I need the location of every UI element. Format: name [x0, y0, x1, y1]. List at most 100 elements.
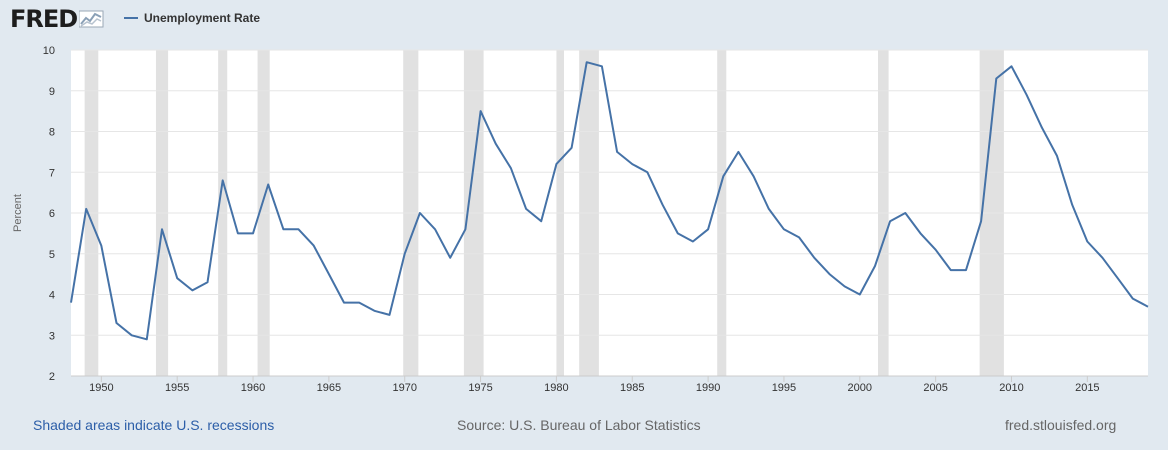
- data-point-2008: [980, 220, 982, 222]
- data-point-1972: [434, 228, 436, 230]
- data-point-1954: [161, 228, 163, 230]
- site-link[interactable]: fred.stlouisfed.org: [1005, 417, 1117, 433]
- data-point-2013: [1056, 155, 1058, 157]
- series-line: [70, 61, 1149, 341]
- recessions-note-link[interactable]: Shaded areas indicate U.S. recessions: [33, 417, 275, 433]
- x-tick-label-2015: 2015: [1075, 382, 1099, 394]
- data-point-1958: [222, 179, 224, 181]
- y-tick-label-4: 4: [49, 290, 55, 302]
- series-unemployment-rate: [70, 61, 1149, 341]
- data-point-2000: [859, 294, 861, 296]
- data-point-1995: [783, 228, 785, 230]
- data-point-1952: [131, 334, 133, 336]
- fred-logo[interactable]: FRED: [10, 6, 105, 32]
- data-point-1959: [237, 232, 239, 234]
- data-point-1967: [358, 302, 360, 304]
- data-point-1960: [252, 232, 254, 234]
- x-tick-label-1980: 1980: [544, 382, 568, 394]
- x-tick-label-1970: 1970: [392, 382, 416, 394]
- data-point-1973: [449, 257, 451, 259]
- x-tick-label-2010: 2010: [999, 382, 1023, 394]
- data-point-1997: [813, 257, 815, 259]
- chart-header: FRED Unemployment Rate: [0, 0, 1168, 40]
- data-point-2014: [1071, 204, 1073, 206]
- fred-chart-icon: [79, 10, 104, 28]
- data-point-2019: [1147, 306, 1149, 308]
- data-point-1998: [828, 273, 830, 275]
- data-point-1957: [207, 281, 209, 283]
- legend[interactable]: Unemployment Rate: [124, 11, 260, 25]
- data-point-1976: [495, 143, 497, 145]
- data-point-1994: [768, 208, 770, 210]
- data-point-1963: [298, 228, 300, 230]
- y-tick-label-8: 8: [49, 127, 55, 139]
- data-point-1987: [662, 204, 664, 206]
- x-tick-label-2005: 2005: [923, 382, 947, 394]
- data-point-1956: [191, 289, 193, 291]
- legend-swatch: [124, 17, 138, 19]
- x-tick-label-1975: 1975: [468, 382, 492, 394]
- data-point-2017: [1117, 277, 1119, 279]
- data-point-2011: [1026, 94, 1028, 96]
- data-point-1948: [70, 302, 72, 304]
- y-tick-label-6: 6: [49, 208, 55, 220]
- y-tick-label-3: 3: [49, 330, 55, 342]
- y-axis-ticks: 2 3 4 5 6 7 8 9 10: [43, 45, 55, 383]
- data-point-2006: [950, 269, 952, 271]
- data-point-1951: [116, 322, 118, 324]
- data-point-1955: [176, 277, 178, 279]
- data-point-1981: [571, 147, 573, 149]
- y-tick-label-2: 2: [49, 371, 55, 383]
- x-tick-label-1955: 1955: [165, 382, 189, 394]
- y-axis-label: Percent: [12, 194, 24, 232]
- source-text: Source: U.S. Bureau of Labor Statistics: [457, 417, 701, 433]
- x-tick-label-1995: 1995: [772, 382, 796, 394]
- data-point-2007: [965, 269, 967, 271]
- data-point-1968: [373, 310, 375, 312]
- y-tick-label-5: 5: [49, 249, 55, 261]
- data-point-2009: [995, 78, 997, 80]
- data-point-1984: [616, 151, 618, 153]
- data-point-1982: [586, 61, 588, 63]
- data-point-1999: [844, 285, 846, 287]
- data-point-1990: [707, 228, 709, 230]
- data-point-1991: [722, 175, 724, 177]
- data-point-2002: [889, 220, 891, 222]
- data-point-1989: [692, 241, 694, 243]
- data-point-2001: [874, 265, 876, 267]
- x-tick-label-1985: 1985: [620, 382, 644, 394]
- data-point-1983: [601, 65, 603, 67]
- x-tick-label-2000: 2000: [848, 382, 872, 394]
- data-point-2005: [935, 249, 937, 251]
- data-point-1993: [753, 175, 755, 177]
- data-point-1996: [798, 236, 800, 238]
- data-point-1985: [631, 163, 633, 165]
- data-point-1980: [555, 163, 557, 165]
- data-point-1992: [737, 151, 739, 153]
- data-point-2018: [1132, 298, 1134, 300]
- data-point-1970: [404, 253, 406, 255]
- data-point-2015: [1086, 241, 1088, 243]
- x-tick-label-1960: 1960: [241, 382, 265, 394]
- data-point-1962: [282, 228, 284, 230]
- data-point-1966: [343, 302, 345, 304]
- data-point-2010: [1010, 65, 1012, 67]
- data-point-1965: [328, 273, 330, 275]
- data-point-1969: [389, 314, 391, 316]
- data-point-1975: [480, 110, 482, 112]
- data-point-1949: [85, 208, 87, 210]
- y-tick-label-9: 9: [49, 86, 55, 98]
- x-tick-label-1990: 1990: [696, 382, 720, 394]
- data-point-1950: [100, 245, 102, 247]
- x-tick-label-1950: 1950: [89, 382, 113, 394]
- data-point-1977: [510, 167, 512, 169]
- data-point-1953: [146, 338, 148, 340]
- data-point-1964: [313, 245, 315, 247]
- x-tick-label-1965: 1965: [317, 382, 341, 394]
- y-tick-label-7: 7: [49, 167, 55, 179]
- data-point-1978: [525, 208, 527, 210]
- gridlines: [71, 49, 1148, 336]
- legend-label: Unemployment Rate: [144, 11, 261, 25]
- data-point-2012: [1041, 126, 1043, 128]
